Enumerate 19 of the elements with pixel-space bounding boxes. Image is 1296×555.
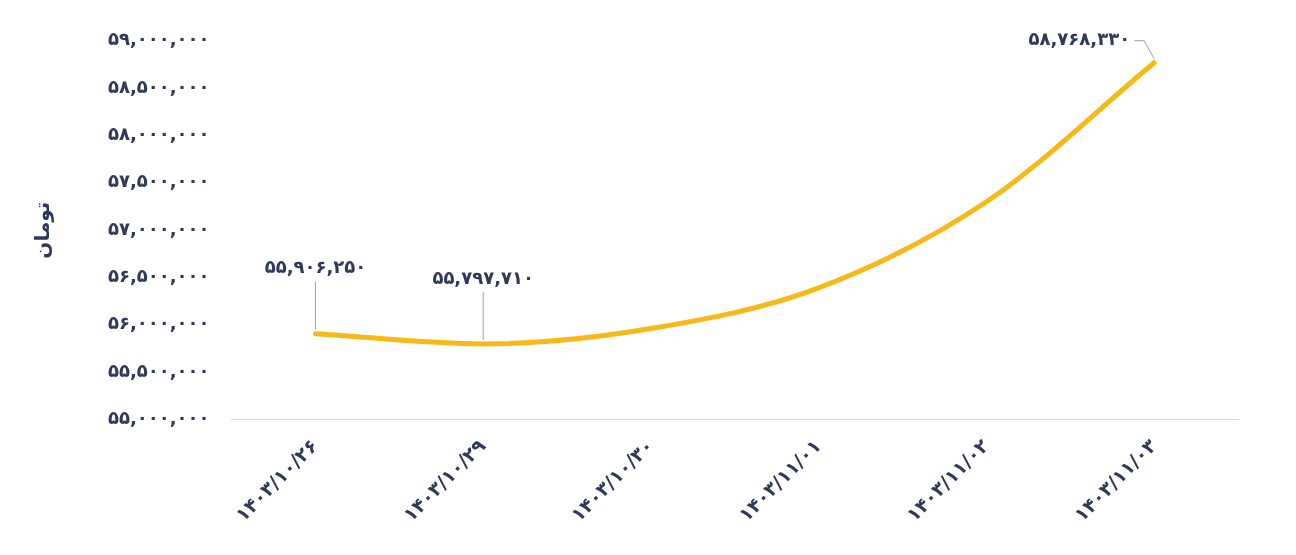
- x-tick-label: ۱۴۰۳/۱۰/۲۹: [398, 434, 490, 526]
- y-tick-label: ۵۶,۵۰۰,۰۰۰: [107, 265, 210, 287]
- x-tick-label: ۱۴۰۳/۱۱/۰۲: [901, 434, 993, 526]
- y-tick-label: ۵۵,۰۰۰,۰۰۰: [107, 407, 210, 429]
- y-tick-label: ۵۸,۰۰۰,۰۰۰: [107, 123, 210, 145]
- data-label: ۵۸,۷۶۸,۳۳۰: [1028, 28, 1131, 50]
- x-tick-label: ۱۴۰۳/۱۱/۰۱: [734, 434, 825, 526]
- x-tick-label: ۱۴۰۳/۱۰/۲۶: [230, 434, 322, 526]
- y-tick-label: ۵۹,۰۰۰,۰۰۰: [107, 28, 210, 50]
- y-axis-title: تومان: [30, 201, 55, 259]
- x-tick-label: ۱۴۰۳/۱۰/۳۰: [566, 434, 658, 526]
- y-tick-label: ۵۷,۰۰۰,۰۰۰: [107, 217, 210, 239]
- x-tick-label: ۱۴۰۳/۱۱/۰۳: [1069, 434, 1161, 526]
- y-tick-label: ۵۸,۵۰۰,۰۰۰: [107, 75, 210, 97]
- data-label: ۵۵,۷۹۷,۷۱۰: [432, 266, 534, 288]
- y-tick-label: ۵۶,۰۰۰,۰۰۰: [107, 312, 210, 334]
- y-tick-label: ۵۷,۵۰۰,۰۰۰: [107, 170, 210, 192]
- data-label: ۵۵,۹۰۶,۲۵۰: [264, 256, 367, 278]
- y-tick-label: ۵۵,۵۰۰,۰۰۰: [107, 359, 210, 381]
